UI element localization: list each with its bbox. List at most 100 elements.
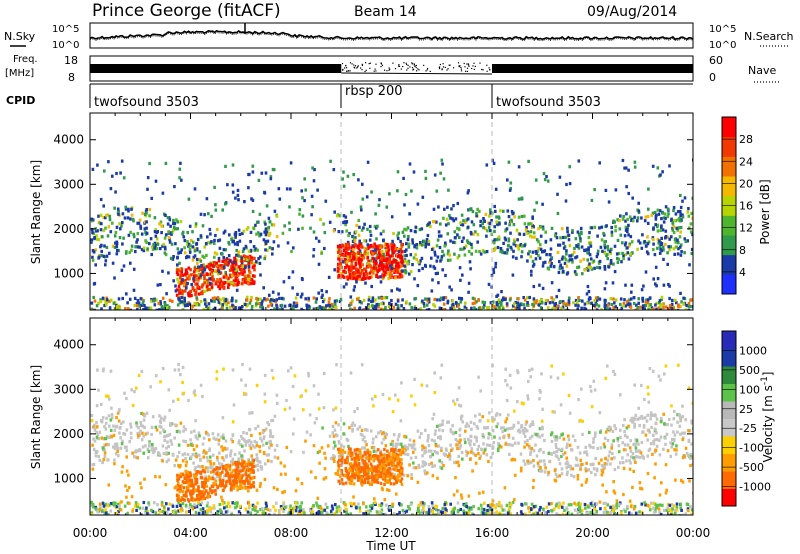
nave-point [356, 67, 358, 69]
cpid-panel: CPID twofsound 3503 rbsp 200 twofsound 3… [6, 83, 693, 110]
scatter-cell [194, 308, 197, 310]
scatter-cell [219, 283, 223, 287]
scatter-cell [273, 455, 277, 459]
scatter-cell [245, 476, 248, 481]
nave-point [413, 64, 415, 66]
scatter-cell [586, 258, 589, 262]
scatter-cell [385, 205, 389, 209]
scatter-cell [676, 303, 680, 307]
scatter-cell [678, 235, 682, 239]
scatter-cell [172, 221, 175, 226]
scatter-cell [372, 271, 375, 275]
scatter-cell [180, 296, 183, 300]
nave-point [361, 69, 363, 71]
scatter-cell [483, 426, 486, 430]
scatter-cell [141, 445, 145, 449]
scatter-cell [156, 283, 160, 287]
scatter-cell [385, 243, 389, 247]
scatter-cell [180, 270, 183, 274]
scatter-cell [294, 296, 298, 300]
scatter-cell [108, 214, 112, 218]
scatter-cell [193, 187, 197, 191]
scatter-cell [162, 451, 166, 456]
scatter-cell [245, 295, 249, 299]
scatter-cell [332, 446, 335, 450]
power-colorbar-label: 28 [739, 133, 753, 146]
scatter-cell [611, 451, 614, 455]
scatter-cell [190, 283, 193, 287]
scatter-cell [658, 301, 661, 305]
scatter-cell [628, 215, 632, 219]
scatter-cell [328, 297, 331, 301]
scatter-cell [223, 261, 227, 265]
scatter-cell [124, 207, 128, 211]
scatter-cell [208, 266, 211, 270]
scatter-cell [261, 307, 265, 310]
scatter-cell [247, 277, 250, 281]
scatter-cell [633, 422, 636, 427]
scatter-cell [380, 245, 384, 249]
noise-sky-trace [89, 29, 694, 41]
scatter-cell [641, 454, 644, 458]
scatter-cell [642, 304, 645, 308]
scatter-cell [238, 239, 242, 243]
scatter-cell [491, 451, 494, 455]
scatter-cell [197, 303, 201, 307]
scatter-cell [255, 453, 259, 457]
scatter-cell [95, 304, 99, 308]
scatter-cell [167, 444, 170, 449]
scatter-cell [187, 274, 191, 278]
scatter-cell [185, 270, 188, 274]
scatter-cell [647, 308, 650, 310]
scatter-cell [259, 232, 263, 236]
scatter-cell [449, 306, 452, 310]
scatter-cell [334, 444, 337, 448]
scatter-cell [355, 267, 358, 271]
scatter-cell [179, 498, 183, 502]
scatter-cell [558, 259, 561, 264]
scatter-cell [135, 304, 139, 308]
scatter-cell [250, 258, 254, 262]
nave-point [406, 63, 408, 66]
scatter-cell [184, 440, 188, 444]
scatter-cell [458, 307, 461, 310]
scatter-cell [280, 303, 284, 307]
scatter-cell [626, 251, 630, 255]
scatter-cell [208, 449, 211, 453]
scatter-cell [685, 303, 688, 308]
scatter-cell [476, 448, 480, 452]
scatter-cell [472, 223, 476, 227]
scatter-cell [242, 247, 246, 251]
scatter-cell [627, 298, 631, 302]
scatter-cell [411, 241, 415, 245]
scatter-cell [475, 212, 478, 216]
scatter-cell [132, 455, 136, 459]
scatter-cell [679, 209, 682, 214]
scatter-cell [216, 475, 219, 479]
scatter-cell [153, 299, 156, 303]
y-tick-label: 2000 [53, 222, 84, 236]
scatter-cell [500, 300, 503, 304]
scatter-cell [519, 452, 523, 456]
scatter-cell [616, 439, 620, 443]
scatter-cell [192, 461, 195, 465]
scatter-cell [350, 423, 353, 428]
scatter-cell [384, 268, 387, 272]
scatter-cell [135, 240, 138, 244]
scatter-cell [651, 433, 655, 437]
scatter-cell [361, 269, 364, 273]
scatter-cell [105, 434, 109, 439]
nave-point [398, 65, 400, 67]
scatter-cell [441, 308, 445, 310]
scatter-cell [301, 309, 305, 310]
scatter-cell [367, 459, 371, 463]
scatter-cell [159, 431, 162, 435]
scatter-cell [553, 306, 556, 310]
scatter-cell [253, 268, 256, 272]
scatter-cell [369, 259, 373, 263]
scatter-cell [177, 429, 180, 433]
scatter-cell [103, 443, 106, 447]
scatter-cell [404, 259, 407, 263]
scatter-cell [384, 248, 388, 252]
scatter-cell [375, 256, 379, 260]
